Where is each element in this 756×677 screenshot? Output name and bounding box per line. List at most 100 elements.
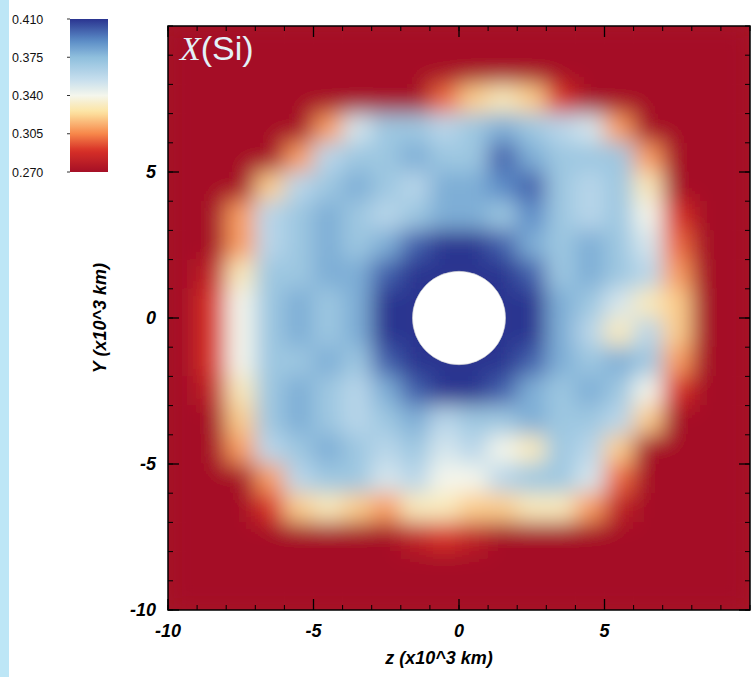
y-minor-tick [168, 318, 173, 319]
y-minor-tick [745, 259, 750, 260]
x-minor-tick [575, 26, 576, 31]
x-tick-label: -5 [305, 621, 322, 641]
cells [168, 26, 750, 610]
y-axis-title: Y (x10^3 km) [90, 263, 110, 373]
x-minor-tick [750, 26, 751, 31]
x-minor-tick [313, 605, 314, 610]
x-minor-tick [546, 605, 547, 610]
x-minor-tick [342, 605, 343, 610]
x-minor-tick [662, 605, 663, 610]
x-minor-tick [284, 605, 285, 610]
page-panel [9, 0, 756, 677]
colorbar-tick [67, 19, 70, 20]
y-tick [739, 463, 750, 464]
y-minor-tick [745, 464, 750, 465]
y-tick [168, 171, 179, 172]
x-minor-tick [633, 26, 634, 31]
y-minor-tick [745, 172, 750, 173]
y-minor-tick [168, 113, 173, 114]
y-minor-tick [745, 201, 750, 202]
y-minor-tick [168, 551, 173, 552]
title: X(Si) [178, 29, 254, 67]
colorbar-tick [67, 133, 70, 134]
y-minor-tick [745, 580, 750, 581]
x-axis-title: z (x10^3 km) [384, 648, 493, 668]
plot-area [168, 26, 750, 610]
x-minor-tick [255, 26, 256, 31]
x-minor-tick [720, 26, 721, 31]
x-minor-tick [459, 26, 460, 31]
y-minor-tick [168, 259, 173, 260]
y-tick [168, 609, 179, 610]
x-minor-tick [488, 26, 489, 31]
x-tick [313, 599, 314, 610]
x-minor-tick [633, 605, 634, 610]
colorbar-tick-label: 0.410 [12, 13, 43, 27]
y-minor-tick [745, 26, 750, 27]
y-minor-tick [745, 288, 750, 289]
x-minor-tick [459, 605, 460, 610]
colorbar-scale [70, 19, 108, 172]
y-tick [739, 317, 750, 318]
x-minor-tick [604, 26, 605, 31]
colorbar-tick-label: 0.305 [12, 127, 43, 141]
y-tick-label: -5 [140, 454, 157, 474]
x-minor-tick [371, 26, 372, 31]
x-minor-tick [226, 605, 227, 610]
y-minor-tick [168, 405, 173, 406]
y-minor-tick [745, 522, 750, 523]
y-minor-tick [745, 493, 750, 494]
x-tick-label: -10 [155, 621, 181, 641]
x-minor-tick [429, 26, 430, 31]
y-minor-tick [168, 376, 173, 377]
y-minor-tick [168, 230, 173, 231]
x-tick [458, 599, 459, 610]
y-minor-tick [168, 522, 173, 523]
y-minor-tick [168, 142, 173, 143]
cell-smoothing [168, 26, 750, 610]
x-minor-tick [546, 26, 547, 31]
x-tick [167, 599, 168, 610]
plot-frame [168, 26, 750, 610]
y-minor-tick [745, 434, 750, 435]
y-minor-tick [745, 551, 750, 552]
y-minor-tick [745, 113, 750, 114]
colorbar-tick [67, 57, 70, 58]
y-tick [739, 171, 750, 172]
chart: -10 -5 0 5 -10 -5 0 5 z (x10^3 km) Y (x10^3 km) X(… [0, 0, 756, 677]
x-tick [167, 26, 168, 37]
y-minor-tick [745, 610, 750, 611]
x-minor-tick [255, 605, 256, 610]
x-minor-tick [750, 605, 751, 610]
y-tick-label: 0 [146, 308, 156, 328]
y-minor-tick [168, 26, 173, 27]
y-tick-label: -10 [130, 600, 156, 620]
x-minor-tick [342, 26, 343, 31]
x-minor-tick [517, 26, 518, 31]
x-tick-label: 5 [599, 621, 610, 641]
x-minor-tick [400, 605, 401, 610]
x-minor-tick [691, 605, 692, 610]
x-minor-tick [517, 605, 518, 610]
x-minor-tick [691, 26, 692, 31]
colorbar-tick-label: 0.375 [12, 51, 43, 65]
y-minor-tick [168, 464, 173, 465]
y-minor-tick [168, 580, 173, 581]
x-tick-label: 0 [454, 621, 464, 641]
y-tick-label: 5 [146, 162, 157, 182]
y-minor-tick [168, 288, 173, 289]
colorbar: 0.4100.3750.3400.3050.270 [12, 13, 108, 180]
colorbar-tick [67, 172, 70, 173]
x-minor-tick [604, 605, 605, 610]
x-minor-tick [197, 605, 198, 610]
y-minor-tick [745, 376, 750, 377]
inner-boundary [412, 271, 505, 364]
y-minor-tick [168, 172, 173, 173]
title-symbol: X [178, 30, 202, 67]
y-minor-tick [745, 230, 750, 231]
x-minor-tick [371, 605, 372, 610]
y-minor-tick [168, 201, 173, 202]
y-minor-tick [168, 84, 173, 85]
y-tick [168, 463, 179, 464]
x-minor-tick [400, 26, 401, 31]
